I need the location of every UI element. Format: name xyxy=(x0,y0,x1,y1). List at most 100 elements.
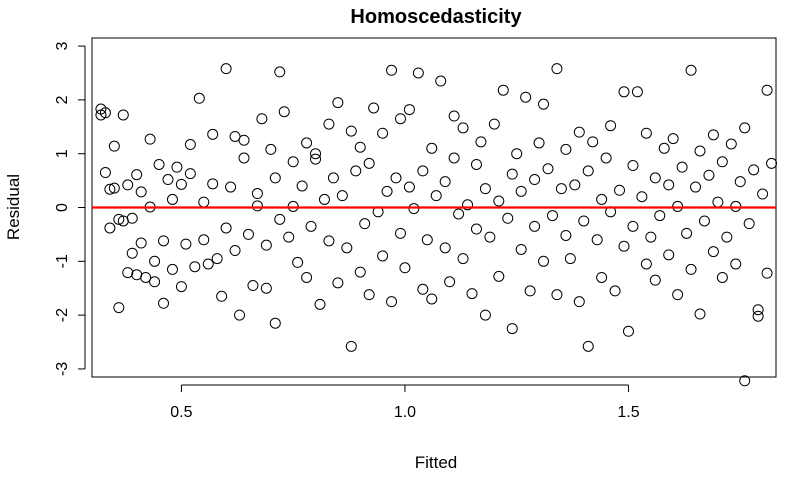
data-point xyxy=(171,161,183,173)
data-point xyxy=(225,181,237,193)
data-point xyxy=(269,172,281,184)
data-point xyxy=(260,239,272,251)
data-point xyxy=(216,290,228,302)
data-point xyxy=(345,340,357,352)
data-point xyxy=(269,317,281,329)
data-point xyxy=(399,262,411,274)
data-point xyxy=(363,157,375,169)
data-point xyxy=(627,160,639,172)
data-point xyxy=(685,64,697,76)
data-point xyxy=(189,261,201,273)
data-point xyxy=(462,199,474,211)
data-point xyxy=(649,274,661,286)
data-point xyxy=(135,186,147,198)
data-point xyxy=(448,110,460,122)
data-point xyxy=(748,164,760,176)
data-point xyxy=(622,325,634,337)
data-point xyxy=(403,104,415,116)
data-point xyxy=(260,282,272,294)
data-point xyxy=(475,136,487,148)
data-point xyxy=(108,182,120,194)
data-point xyxy=(207,178,219,190)
data-point xyxy=(591,234,603,246)
data-point xyxy=(386,296,398,308)
data-point xyxy=(202,258,214,270)
data-point xyxy=(149,276,161,288)
data-point xyxy=(600,152,612,164)
data-point xyxy=(761,84,773,96)
data-point xyxy=(716,271,728,283)
data-point xyxy=(470,223,482,235)
data-point xyxy=(122,267,134,279)
data-point xyxy=(421,234,433,246)
data-point xyxy=(131,169,143,181)
data-point xyxy=(721,231,733,243)
data-point xyxy=(484,231,496,243)
data-point xyxy=(104,183,116,195)
data-point xyxy=(538,255,550,267)
data-point xyxy=(444,276,456,288)
data-point xyxy=(287,156,299,168)
data-point xyxy=(506,323,518,335)
data-point xyxy=(725,138,737,150)
data-point xyxy=(238,152,250,164)
data-point xyxy=(153,158,165,170)
data-point xyxy=(207,128,219,140)
data-point xyxy=(609,285,621,297)
data-point xyxy=(381,185,393,197)
y-tick-label: -3 xyxy=(54,362,71,376)
data-point xyxy=(323,235,335,247)
data-point xyxy=(618,240,630,252)
data-point xyxy=(497,84,509,96)
data-point xyxy=(193,92,205,104)
data-point xyxy=(359,218,371,230)
data-point xyxy=(614,184,626,196)
data-point xyxy=(149,255,161,267)
data-point xyxy=(345,125,357,137)
data-point xyxy=(435,75,447,87)
data-point xyxy=(690,181,702,193)
data-point xyxy=(350,165,362,177)
data-point xyxy=(417,165,429,177)
data-point xyxy=(238,134,250,146)
data-point xyxy=(707,129,719,141)
data-point xyxy=(596,271,608,283)
data-point xyxy=(596,193,608,205)
y-axis-ticks: -3 -2 -1 0 1 2 3 xyxy=(54,42,85,376)
data-point xyxy=(211,253,223,265)
data-point xyxy=(470,158,482,170)
data-point xyxy=(533,137,545,149)
data-point xyxy=(515,185,527,197)
data-point xyxy=(412,67,424,79)
data-point xyxy=(327,172,339,184)
data-point xyxy=(234,309,246,321)
data-point xyxy=(126,247,138,259)
y-tick-label: 0 xyxy=(54,203,71,212)
data-point xyxy=(122,179,134,191)
data-point xyxy=(743,218,755,230)
data-point xyxy=(292,256,304,268)
data-point xyxy=(158,297,170,309)
data-point xyxy=(180,238,192,250)
data-point xyxy=(453,208,465,220)
data-point xyxy=(198,196,210,208)
data-point xyxy=(761,267,773,279)
data-point xyxy=(184,139,196,151)
data-point xyxy=(99,167,111,179)
data-point xyxy=(560,229,572,241)
data-point xyxy=(551,63,563,75)
data-point xyxy=(354,141,366,153)
data-point xyxy=(582,340,594,352)
data-point xyxy=(555,183,567,195)
chart-title: Homoscedasticity xyxy=(350,6,522,28)
data-point xyxy=(649,172,661,184)
data-point xyxy=(417,283,429,295)
data-point xyxy=(113,302,125,314)
data-point xyxy=(296,180,308,192)
data-point xyxy=(640,258,652,270)
data-point xyxy=(336,190,348,202)
data-point xyxy=(301,271,313,283)
data-point xyxy=(390,172,402,184)
data-point xyxy=(493,195,505,207)
